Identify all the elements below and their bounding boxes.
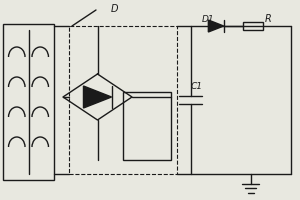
Text: R: R (265, 14, 272, 24)
Bar (69, 26, 177, 174)
Polygon shape (208, 20, 224, 32)
Bar (123, 92, 171, 160)
Bar (243, 22, 262, 30)
Polygon shape (83, 86, 112, 108)
Text: C1: C1 (190, 82, 202, 90)
Text: D: D (110, 4, 118, 14)
Bar (3, 24, 54, 180)
Text: D1: D1 (202, 15, 215, 24)
